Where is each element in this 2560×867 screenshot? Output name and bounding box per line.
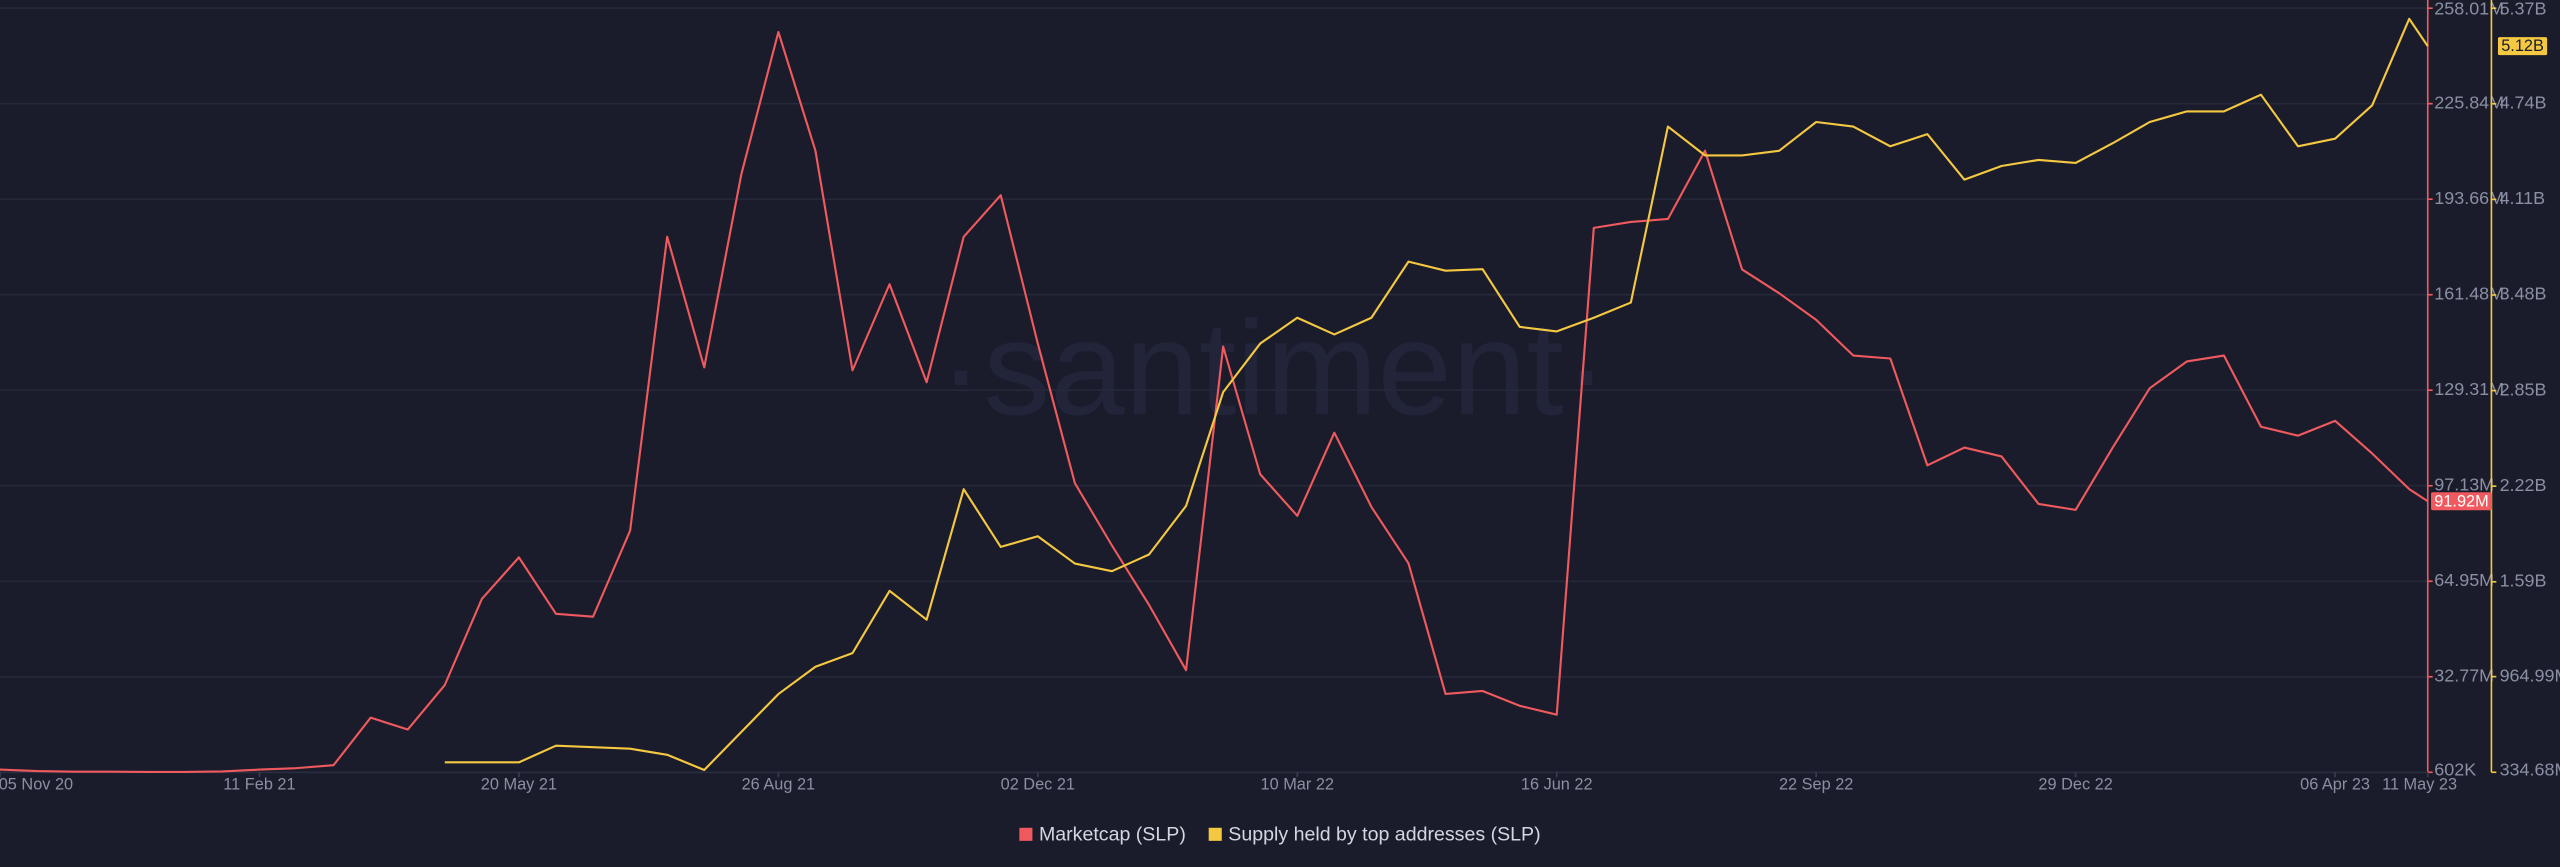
y-tick-label: 161.48M bbox=[2434, 283, 2504, 303]
y2-tick-label: 4.74B bbox=[2500, 93, 2547, 113]
y2-tick-label: 1.59B bbox=[2500, 571, 2547, 591]
series-line bbox=[444, 17, 2429, 772]
legend-swatch bbox=[1019, 827, 1033, 841]
x-tick-label: 26 Aug 21 bbox=[742, 776, 815, 794]
y2-tick-label: 4.11B bbox=[2500, 188, 2546, 208]
x-tick-label: 16 Jun 22 bbox=[1521, 776, 1593, 794]
watermark: ·santiment· bbox=[939, 294, 1608, 443]
y-tick-label: 193.66M bbox=[2434, 188, 2504, 208]
y-tick-label: 97.13M bbox=[2434, 474, 2494, 494]
x-tick-label: 05 Nov 20 bbox=[0, 776, 73, 794]
y-tick-label: 32.77M bbox=[2434, 666, 2494, 686]
y-tick-label: 64.95M bbox=[2434, 570, 2494, 590]
x-tick-label: 02 Dec 21 bbox=[1001, 776, 1075, 794]
x-tick-label: 06 Apr 23 bbox=[2300, 776, 2370, 794]
y2-tick-label: 964.99M bbox=[2500, 665, 2560, 685]
y-tick-label: 129.31M bbox=[2434, 379, 2504, 399]
y2-tick-label: 3.48B bbox=[2500, 284, 2547, 304]
x-tick-label: 29 Dec 22 bbox=[2038, 776, 2112, 794]
y2-tick-label: 2.22B bbox=[2500, 475, 2547, 495]
legend-label: Marketcap (SLP) bbox=[1039, 823, 1186, 845]
y2-tick-label: 334.68M bbox=[2500, 759, 2560, 779]
y2-tick-label: 5.37B bbox=[2500, 0, 2547, 19]
x-tick-label: 10 Mar 22 bbox=[1261, 776, 1334, 794]
x-tick-label: 22 Sep 22 bbox=[1779, 776, 1853, 794]
value-badge bbox=[2497, 37, 2548, 56]
x-tick-label: 20 May 21 bbox=[481, 776, 557, 794]
value-label: 5.12B bbox=[2501, 37, 2544, 55]
x-tick-label: 11 Feb 21 bbox=[223, 776, 295, 794]
value-label: 91.92M bbox=[2434, 492, 2488, 510]
series-line bbox=[0, 30, 2429, 774]
legend-swatch bbox=[1208, 827, 1222, 841]
y-tick-label: 225.84M bbox=[2434, 92, 2504, 112]
y2-tick-label: 2.85B bbox=[2500, 379, 2547, 399]
x-tick-label: 11 May 23 bbox=[2382, 776, 2457, 794]
value-badge bbox=[2431, 492, 2492, 511]
y-tick-label: 258.01M bbox=[2434, 0, 2504, 19]
y-tick-label: 602K bbox=[2434, 759, 2476, 779]
legend-label: Supply held by top addresses (SLP) bbox=[1228, 823, 1540, 845]
